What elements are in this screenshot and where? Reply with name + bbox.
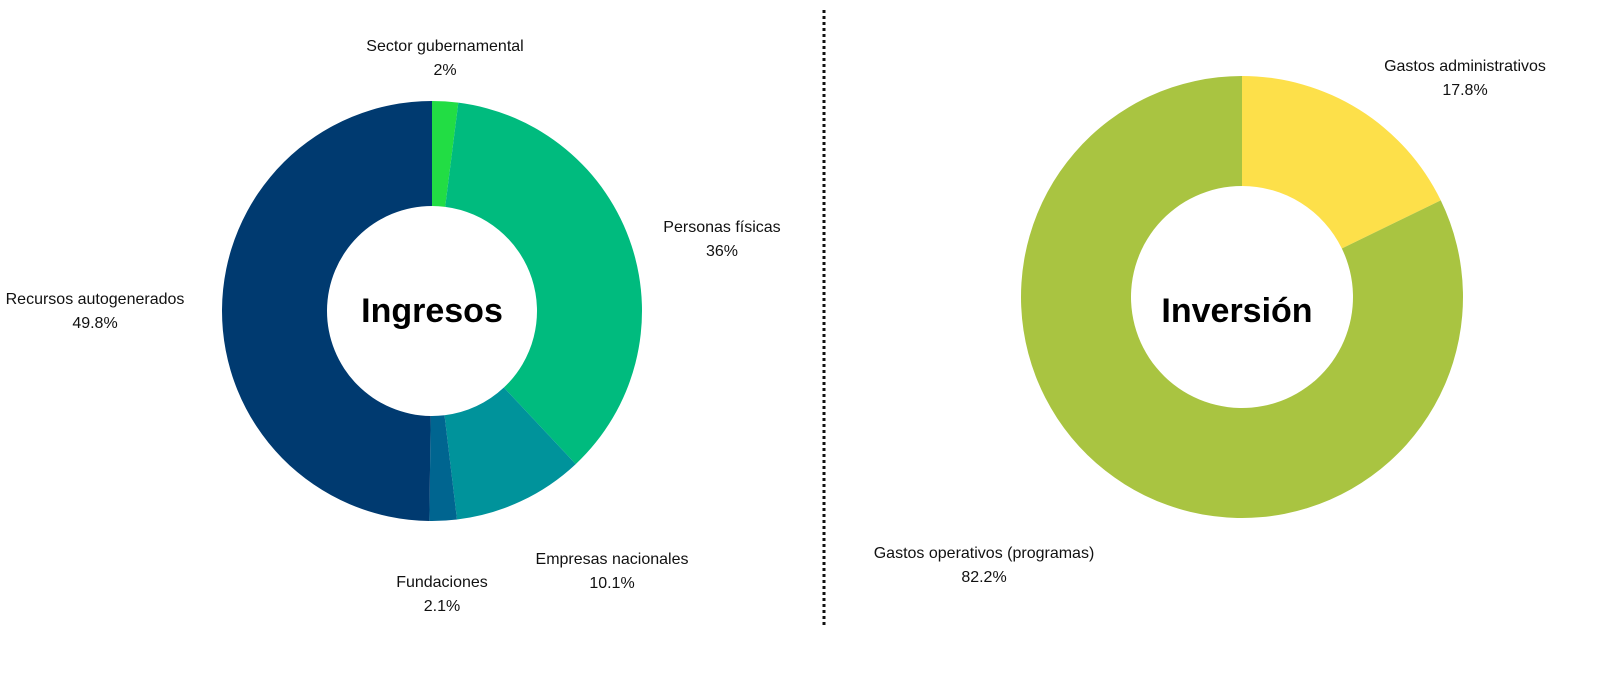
slice-personas-fisicas — [445, 102, 643, 465]
slice-label-empresas-nacionales: Empresas nacionales — [536, 551, 689, 568]
ingresos-donut — [222, 101, 643, 521]
slice-label-sector-gubernamental: Sector gubernamental — [366, 38, 523, 55]
slice-value-personas-fisicas: 36% — [706, 243, 738, 260]
slice-value-recursos-autogenerados: 49.8% — [72, 315, 117, 332]
slice-value-gastos-administrativos: 17.8% — [1442, 82, 1487, 99]
inversion-donut — [1021, 76, 1464, 518]
slice-value-gastos-operativos-programas: 82.2% — [961, 569, 1006, 586]
slice-fundaciones — [429, 415, 458, 521]
slice-value-sector-gubernamental: 2% — [433, 62, 456, 79]
inversion-center-title: Inversión — [1161, 292, 1312, 330]
slice-label-personas-fisicas: Personas físicas — [663, 219, 780, 236]
slice-label-gastos-administrativos: Gastos administrativos — [1384, 58, 1546, 75]
slice-recursos-autogenerados — [222, 101, 432, 521]
slice-gastos-administrativos — [1242, 76, 1441, 249]
slice-label-recursos-autogenerados: Recursos autogenerados — [6, 291, 185, 308]
slice-label-gastos-operativos-programas: Gastos operativos (programas) — [874, 545, 1095, 562]
slice-value-empresas-nacionales: 10.1% — [589, 575, 634, 592]
ingresos-center-title: Ingresos — [361, 292, 503, 330]
slice-empresas-nacionales — [444, 387, 576, 520]
slice-sector-gubernamental — [432, 101, 459, 207]
inversion-labels: Gastos administrativos 17.8% Gastos operat… — [874, 58, 1546, 586]
slice-gastos-operativos-programas — [1021, 76, 1464, 518]
slice-label-fundaciones: Fundaciones — [396, 574, 488, 591]
slice-value-fundaciones: 2.1% — [424, 598, 460, 615]
ingresos-labels: Sector gubernamental 2% Personas físicas 36… — [6, 38, 781, 615]
